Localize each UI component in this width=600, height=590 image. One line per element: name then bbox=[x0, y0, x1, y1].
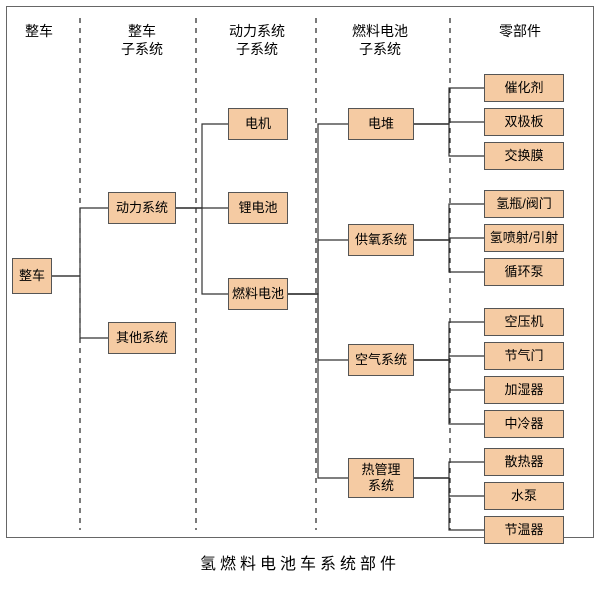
node-power: 动力系统 bbox=[108, 192, 176, 224]
node-motor: 电机 bbox=[228, 108, 288, 140]
node-libat: 锂电池 bbox=[228, 192, 288, 224]
node-other: 其他系统 bbox=[108, 322, 176, 354]
node-p7: 空压机 bbox=[484, 308, 564, 336]
column-header: 零部件 bbox=[490, 22, 550, 40]
column-header: 动力系统 子系统 bbox=[222, 22, 292, 58]
node-o2: 供氧系统 bbox=[348, 224, 414, 256]
caption: 氢燃料电池车系统部件 bbox=[0, 550, 600, 574]
column-header: 整车 bbox=[14, 22, 64, 40]
column-header: 燃料电池 子系统 bbox=[340, 22, 420, 58]
node-p4: 氢瓶/阀门 bbox=[484, 190, 564, 218]
node-p13: 节温器 bbox=[484, 516, 564, 544]
column-header: 整车 子系统 bbox=[112, 22, 172, 58]
node-thermal: 热管理 系统 bbox=[348, 458, 414, 498]
node-air: 空气系统 bbox=[348, 344, 414, 376]
node-stack: 电堆 bbox=[348, 108, 414, 140]
node-p11: 散热器 bbox=[484, 448, 564, 476]
node-p3: 交换膜 bbox=[484, 142, 564, 170]
node-p1: 催化剂 bbox=[484, 74, 564, 102]
node-root: 整车 bbox=[12, 258, 52, 294]
node-p2: 双极板 bbox=[484, 108, 564, 136]
diagram-frame: 整车整车 子系统动力系统 子系统燃料电池 子系统零部件整车动力系统其他系统电机锂… bbox=[0, 0, 600, 590]
node-p9: 加湿器 bbox=[484, 376, 564, 404]
node-p10: 中冷器 bbox=[484, 410, 564, 438]
node-p8: 节气门 bbox=[484, 342, 564, 370]
node-p6: 循环泵 bbox=[484, 258, 564, 286]
node-p12: 水泵 bbox=[484, 482, 564, 510]
node-fcell: 燃料电池 bbox=[228, 278, 288, 310]
node-p5: 氢喷射/引射 bbox=[484, 224, 564, 252]
